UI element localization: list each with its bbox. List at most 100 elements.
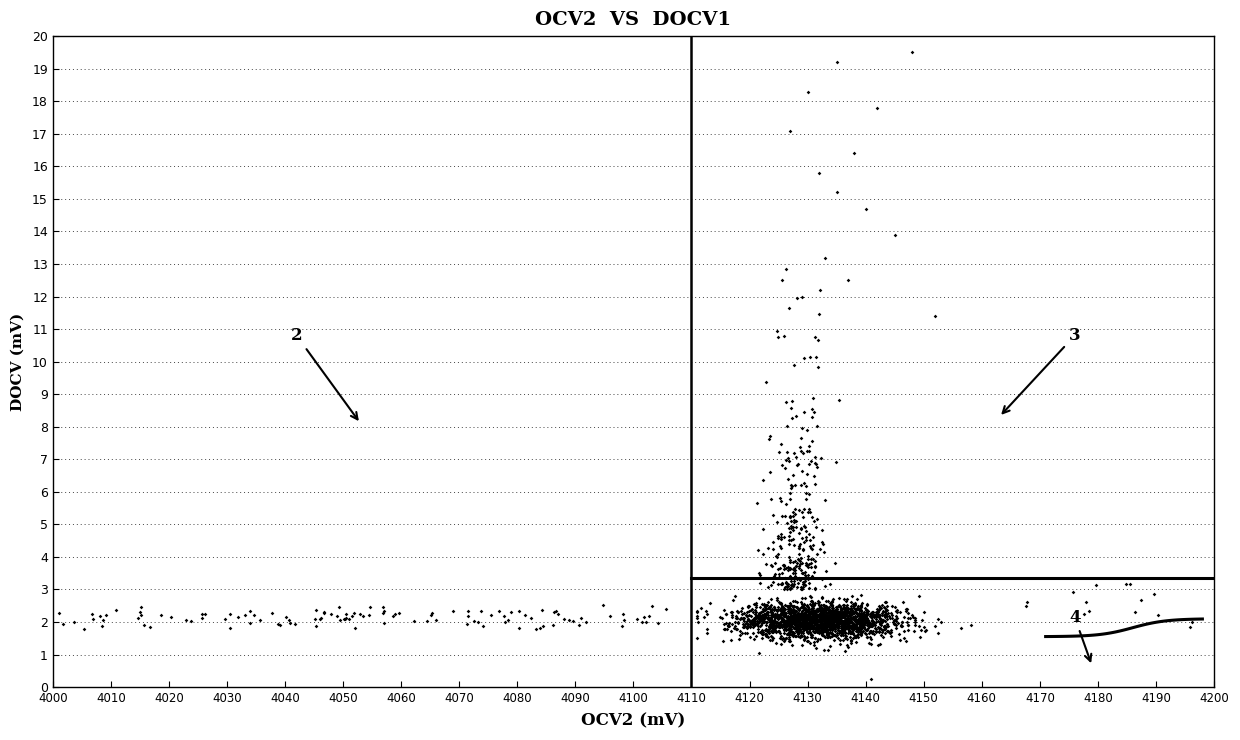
Point <box>852 626 872 638</box>
Point <box>849 613 869 625</box>
Text: 2: 2 <box>291 327 357 420</box>
Point <box>826 456 846 468</box>
Point <box>813 622 833 634</box>
Point <box>810 619 830 630</box>
Point <box>807 616 827 628</box>
Point <box>748 610 768 622</box>
Point <box>744 618 764 630</box>
Point <box>791 616 811 628</box>
Point <box>796 599 816 610</box>
Point <box>811 606 831 618</box>
Point <box>742 617 761 629</box>
Point <box>852 616 872 628</box>
Point <box>763 608 782 619</box>
Point <box>745 619 765 631</box>
Point <box>818 615 838 627</box>
Point <box>727 612 746 624</box>
Point <box>775 603 795 615</box>
Point <box>826 618 846 630</box>
Point <box>720 633 740 645</box>
Point <box>832 616 852 628</box>
Point <box>751 609 771 621</box>
Point <box>770 597 790 609</box>
Point <box>802 605 822 617</box>
Point <box>847 623 867 635</box>
Point <box>181 615 201 627</box>
Point <box>765 625 785 637</box>
Point <box>787 610 807 622</box>
Point <box>790 558 810 570</box>
Point <box>779 538 799 550</box>
Point <box>804 605 823 617</box>
Point <box>804 613 823 625</box>
Point <box>776 576 796 588</box>
Point <box>773 459 792 471</box>
Point <box>236 609 255 621</box>
Point <box>806 606 826 618</box>
Point <box>789 539 808 551</box>
Point <box>754 598 774 610</box>
Point <box>795 633 815 645</box>
Point <box>53 618 73 630</box>
Point <box>776 632 796 644</box>
Point <box>802 608 822 619</box>
Point <box>853 607 873 619</box>
Point <box>831 605 851 616</box>
Point <box>787 622 807 633</box>
Point <box>861 620 880 632</box>
Point <box>795 610 815 622</box>
Point <box>823 619 843 631</box>
Point <box>885 619 905 631</box>
Point <box>835 608 854 620</box>
Point <box>792 465 812 477</box>
Point <box>835 610 854 622</box>
Point <box>817 623 837 635</box>
Point <box>761 610 781 622</box>
Point <box>846 616 866 628</box>
Point <box>843 627 863 639</box>
Point <box>718 619 738 631</box>
Point <box>785 606 805 618</box>
Point <box>754 605 774 617</box>
Point <box>810 611 830 623</box>
Point <box>837 593 857 605</box>
Point <box>815 622 835 633</box>
Point <box>764 617 784 629</box>
Point <box>779 626 799 638</box>
Point <box>749 610 769 622</box>
Point <box>817 624 837 636</box>
Point <box>808 613 828 625</box>
Point <box>857 631 877 643</box>
Point <box>761 606 781 618</box>
Point <box>756 630 776 642</box>
Point <box>842 616 862 628</box>
Point <box>831 612 851 624</box>
Point <box>642 600 662 612</box>
Point <box>808 633 828 645</box>
Point <box>758 609 777 621</box>
Point <box>764 576 784 588</box>
Point <box>780 625 800 636</box>
Point <box>858 605 878 617</box>
Point <box>755 604 775 616</box>
Point <box>1183 616 1203 628</box>
Point <box>823 613 843 625</box>
Point <box>746 601 766 613</box>
Point <box>740 631 760 643</box>
Point <box>805 610 825 622</box>
Point <box>749 592 769 604</box>
Point <box>795 612 815 624</box>
Point <box>843 607 863 619</box>
Point <box>800 613 820 625</box>
Point <box>799 605 818 617</box>
Point <box>904 625 924 637</box>
Point <box>723 611 743 623</box>
Point <box>792 614 812 626</box>
Point <box>796 571 816 582</box>
Point <box>795 622 815 633</box>
Point <box>815 630 835 642</box>
Point <box>777 616 797 628</box>
Point <box>796 531 816 542</box>
Point <box>781 610 801 622</box>
Point <box>806 608 826 619</box>
